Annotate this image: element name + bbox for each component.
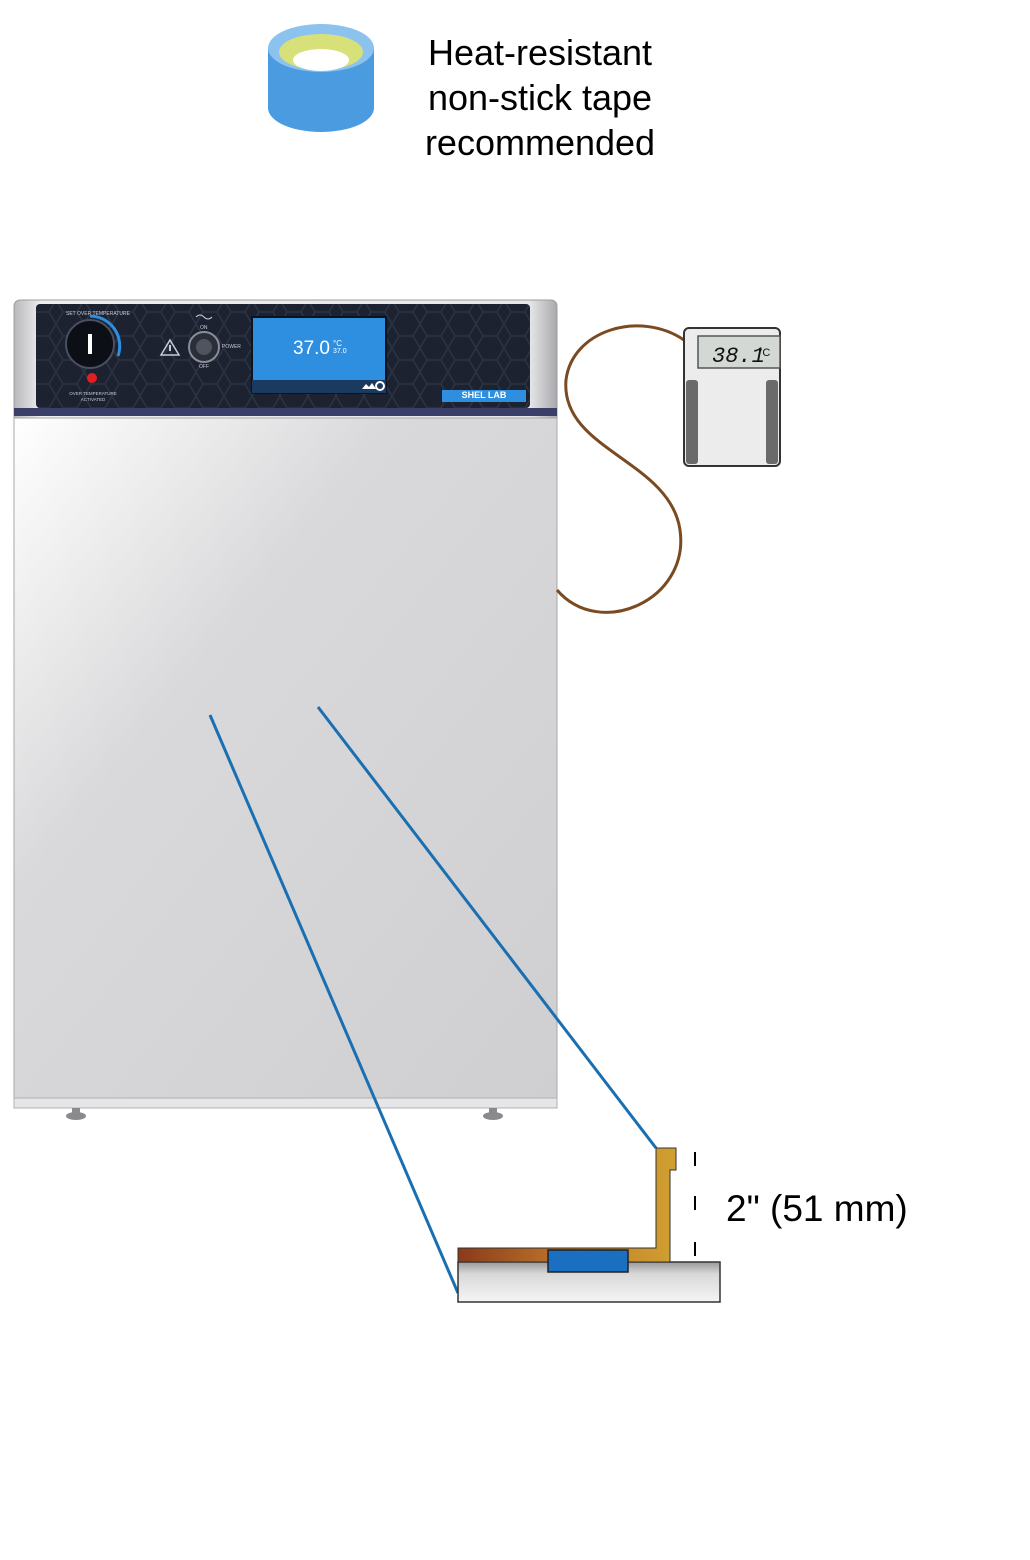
thermometer-display (697, 335, 781, 369)
knob-pointer (88, 334, 92, 354)
thermocouple-probe (457, 1147, 677, 1263)
chart-icon[interactable] (362, 383, 376, 389)
display-unit: °C (333, 339, 342, 348)
brand-logo: SHEL LAB (461, 390, 507, 400)
tape-note: Heat-resistant non-stick tape recommende… (400, 30, 680, 165)
warning-icon (159, 338, 181, 356)
display-temperature: 37.0 (293, 338, 330, 359)
tape-note-line-1: Heat-resistant (427, 32, 653, 73)
power-off-label: OFF (199, 364, 209, 370)
brand-badge (442, 390, 526, 402)
over-temp-activated-label: OVER TEMPERATURE ACTIVATED (69, 391, 117, 402)
display-setpoint: 37.0 (333, 348, 347, 355)
gear-icon[interactable] (375, 381, 385, 391)
probe-placement-detail (457, 1147, 721, 1303)
tape-strip (547, 1249, 629, 1273)
incubator (13, 299, 558, 1120)
dimension-label: 2" (51 mm) (726, 1188, 908, 1229)
incubator-feet (66, 1108, 503, 1120)
ac-power-icon (195, 314, 213, 320)
probe-wire (555, 324, 685, 614)
power-label: POWER (222, 344, 241, 350)
thermometer-unit: °C (758, 347, 770, 359)
tape-roll-icon (268, 24, 374, 132)
over-temp-indicator-light (87, 373, 97, 383)
digital-thermometer: 38.1 °C (683, 327, 781, 467)
knob-scale (89, 314, 122, 357)
set-over-temp-label: SET OVER TEMPERATURE (66, 311, 130, 317)
incubator-door[interactable] (13, 417, 558, 1099)
control-panel (14, 304, 557, 416)
power-on-label: ON (200, 325, 208, 331)
thermometer-reading: 38.1 (712, 344, 765, 369)
leader-lines (208, 706, 658, 1294)
tape-note-line-3: recommended (424, 122, 656, 163)
tape-note-line-2: non-stick tape (427, 77, 653, 118)
